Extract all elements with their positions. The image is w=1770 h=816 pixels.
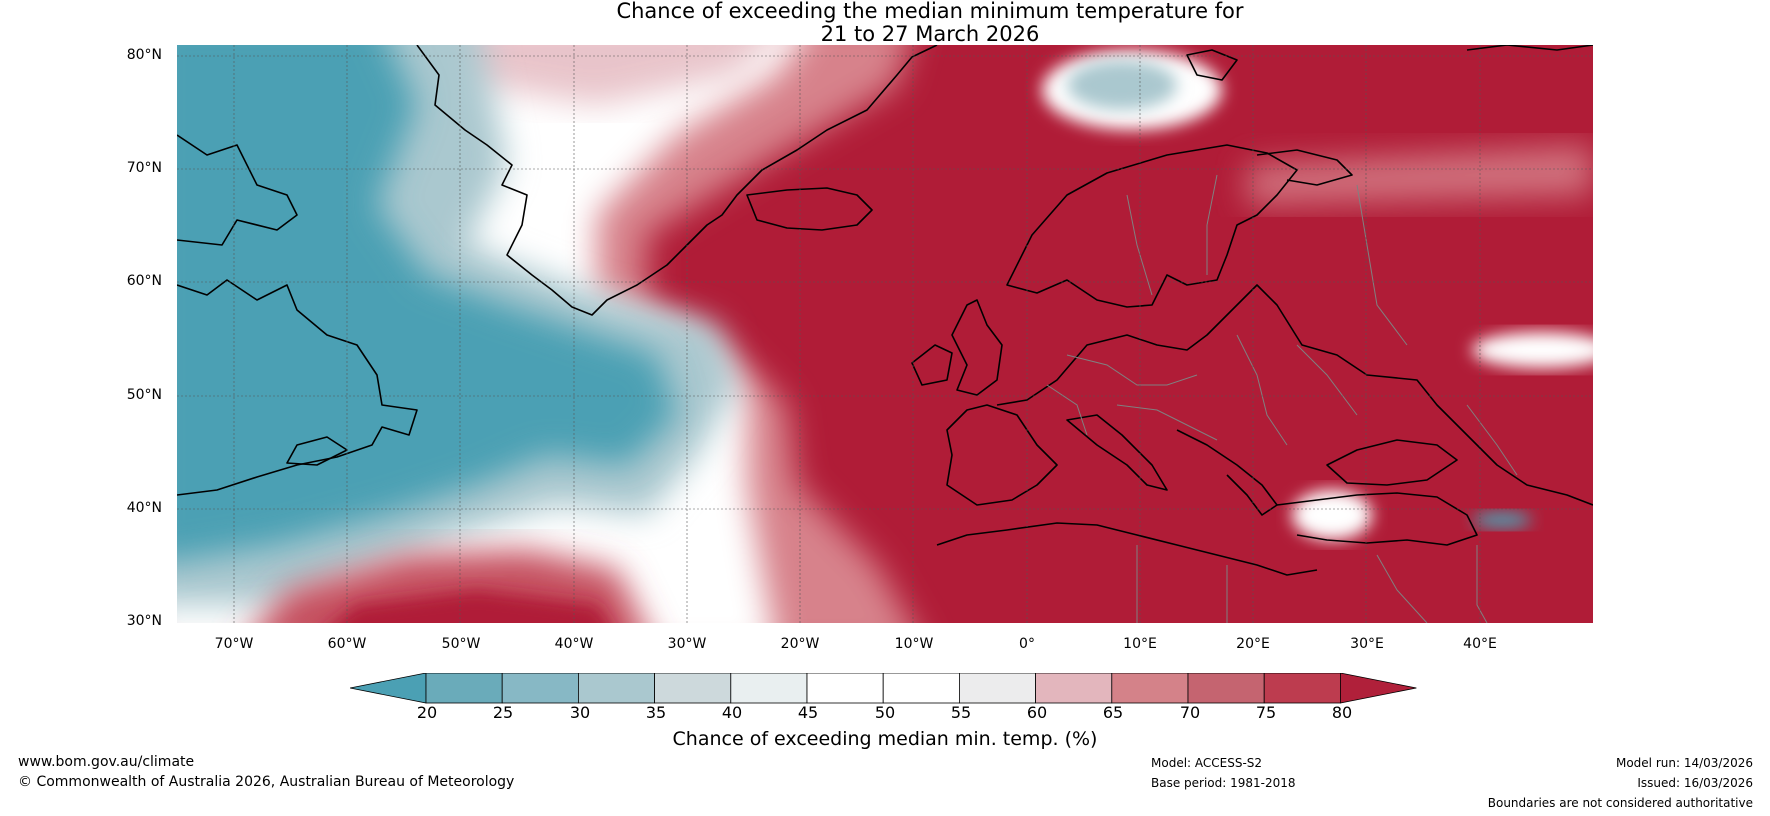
footer-disclaimer: Boundaries are not considered authoritat… <box>1487 796 1753 810</box>
lon-label-10e: 10°E <box>1123 636 1157 652</box>
colorbar-extend-low <box>350 673 427 704</box>
below-median-blue <box>177 45 677 561</box>
colorbar <box>350 673 1417 704</box>
scandinavia-coast <box>1006 144 1298 308</box>
colorbar-segment <box>501 673 579 704</box>
italy-coast <box>1066 414 1168 491</box>
arctic-pale-blue <box>1042 50 1593 205</box>
colorbar-segment <box>806 673 884 704</box>
title-line-1: Chance of exceeding the median minimum t… <box>616 0 1244 23</box>
colorbar-tick-25: 25 <box>492 703 514 722</box>
colorbar-segment <box>1035 673 1113 704</box>
nova-scotia-coast <box>286 436 348 466</box>
colorbar-segment <box>730 673 808 704</box>
colorbar-segment <box>577 673 655 704</box>
iceland-coast <box>746 187 873 231</box>
colorbar-tick-65: 65 <box>1102 703 1124 722</box>
lon-label-20e: 20°E <box>1236 636 1270 652</box>
colorbar-tick-20: 20 <box>416 703 438 722</box>
russia-white-patch <box>1472 332 1593 368</box>
north-africa-coast <box>936 522 1318 576</box>
iberia-coast <box>946 404 1058 506</box>
chart-title: Chance of exceeding the median minimum t… <box>0 0 1770 46</box>
lat-label-50n: 50°N <box>126 387 162 403</box>
lat-label-70n: 70°N <box>126 160 162 176</box>
colorbar-segment <box>959 673 1037 704</box>
colorbar-tick-30: 30 <box>569 703 591 722</box>
colorbar-tick-75: 75 <box>1255 703 1277 722</box>
country-borders <box>1046 174 1518 623</box>
black-sea-coast <box>1326 439 1458 486</box>
ireland-coast <box>911 344 953 386</box>
colorbar-tick-80: 80 <box>1331 703 1353 722</box>
colorbar-segment <box>654 673 732 704</box>
europe-mainland-coast <box>996 284 1593 506</box>
labrador-coast <box>177 279 418 496</box>
lon-label-40w: 40°W <box>554 636 594 652</box>
lat-label-30n: 30°N <box>126 613 162 629</box>
forecast-map <box>177 45 1593 623</box>
colorbar-tick-50: 50 <box>874 703 896 722</box>
footer-website: www.bom.gov.au/climate <box>18 754 195 770</box>
lon-label-0: 0° <box>1019 636 1035 652</box>
footer-model-run: Model run: 14/03/2026 <box>1615 756 1753 770</box>
lon-label-50w: 50°W <box>441 636 481 652</box>
lon-label-40e: 40°E <box>1463 636 1497 652</box>
footer-copyright: © Commonwealth of Australia 2026, Austra… <box>18 774 515 790</box>
graticule <box>177 45 1593 623</box>
lon-label-30e: 30°E <box>1350 636 1384 652</box>
turkey-coast <box>1276 492 1478 546</box>
colorbar-label: Chance of exceeding median min. temp. (%… <box>672 728 1098 750</box>
lat-label-40n: 40°N <box>126 500 162 516</box>
colorbar-tick-35: 35 <box>645 703 667 722</box>
south-atlantic-red <box>260 550 643 623</box>
lat-label-80n: 80°N <box>126 47 162 63</box>
kola-coast <box>1256 149 1353 186</box>
lon-label-30w: 30°W <box>667 636 707 652</box>
colorbar-tick-45: 45 <box>797 703 819 722</box>
turkey-blue-patch <box>1292 490 1532 540</box>
lon-label-60w: 60°W <box>327 636 367 652</box>
colorbar-segment <box>1263 673 1341 704</box>
greenland-coast <box>416 45 938 316</box>
lon-label-20w: 20°W <box>780 636 820 652</box>
svalbard-coast <box>1186 49 1238 81</box>
title-line-2: 21 to 27 March 2026 <box>820 22 1040 46</box>
colorbar-tick-60: 60 <box>1026 703 1048 722</box>
baffin-island-coast <box>177 134 298 246</box>
coastlines <box>177 45 1593 576</box>
footer-base-period: Base period: 1981-2018 <box>1151 776 1296 790</box>
lon-label-70w: 70°W <box>214 636 254 652</box>
novaya-zemlya-coast <box>1466 45 1593 51</box>
colorbar-segment <box>1187 673 1265 704</box>
colorbar-tick-70: 70 <box>1179 703 1201 722</box>
colorbar-extend-high <box>1340 673 1417 704</box>
britain-coast <box>951 299 1003 396</box>
footer-issued: Issued: 16/03/2026 <box>1637 776 1753 790</box>
footer-model: Model: ACCESS-S2 <box>1151 756 1263 770</box>
lat-label-60n: 60°N <box>126 273 162 289</box>
lon-label-10w: 10°W <box>894 636 934 652</box>
colorbar-segment <box>1111 673 1189 704</box>
colorbar-segment <box>425 673 503 704</box>
balkans-coast <box>1176 429 1278 516</box>
colorbar-tick-40: 40 <box>721 703 743 722</box>
colorbar-tick-55: 55 <box>950 703 972 722</box>
colorbar-segment <box>882 673 960 704</box>
